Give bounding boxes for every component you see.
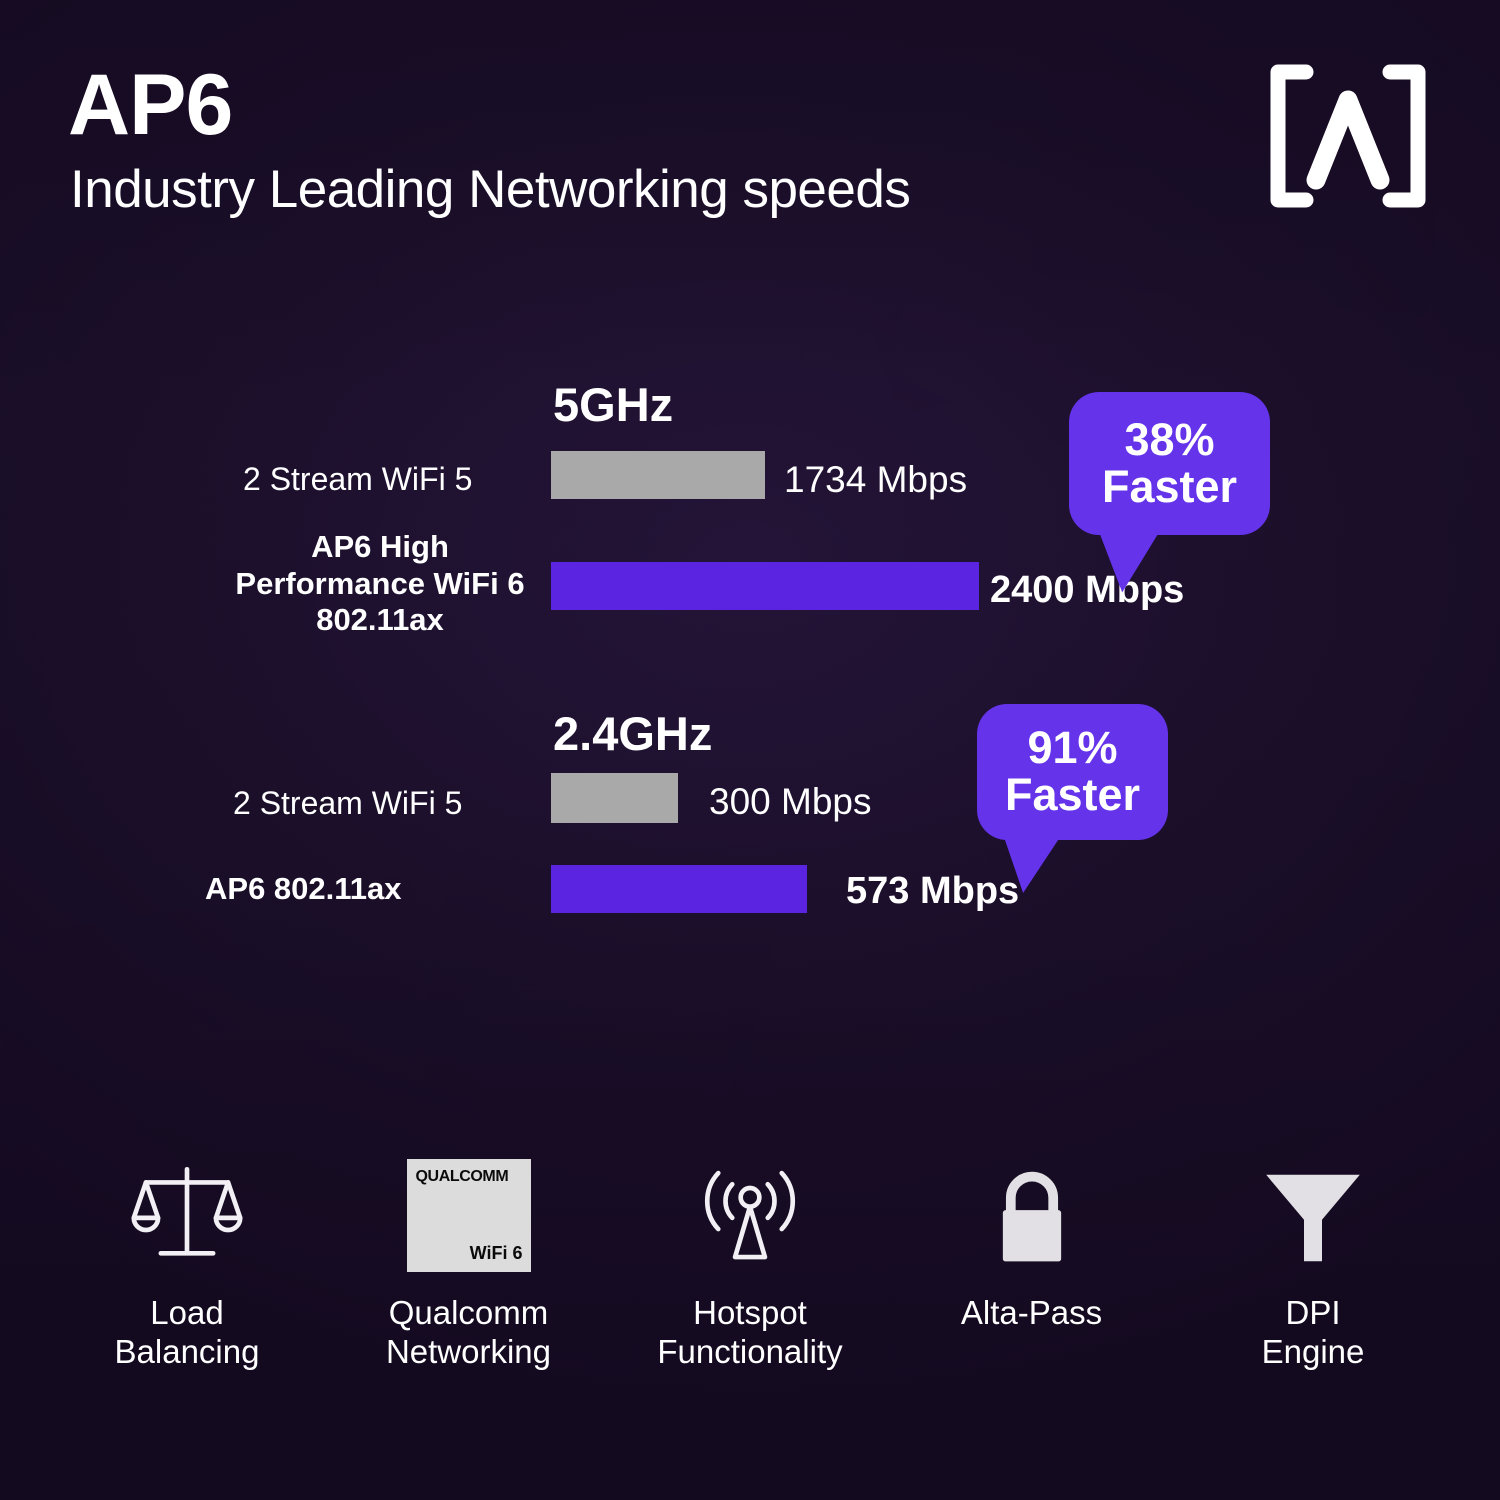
bar-value-5ghz-ap6: 2400 Mbps <box>990 569 1185 611</box>
qualcomm-chip-icon: QUALCOMM WiFi 6 <box>406 1159 531 1272</box>
feature-caption: Load Balancing <box>114 1294 260 1370</box>
callout-word-5ghz: Faster <box>1101 460 1238 512</box>
feature-strip: Load Balancing QUALCOMM WiFi 6 Qualcomm … <box>0 1159 1500 1420</box>
bar-24ghz-ap6 <box>551 865 807 913</box>
feature-alta-pass: Alta-Pass <box>907 1160 1157 1420</box>
callout-bubble-24ghz: 91% Faster <box>977 704 1168 895</box>
callout-bubble-5ghz: 38% Faster <box>1069 392 1270 595</box>
padlock-icon <box>979 1160 1085 1272</box>
alta-bracket-a-logo-icon <box>1258 56 1438 216</box>
feature-hotspot-functionality: Hotspot Functionality <box>625 1160 875 1420</box>
band-heading-5ghz: 5GHz <box>553 378 674 431</box>
callout-percent-24ghz: 91% <box>1027 722 1118 774</box>
funnel-icon <box>1259 1160 1367 1272</box>
feature-dpi-engine: DPI Engine <box>1188 1160 1438 1420</box>
bar-value-24ghz-wifi5: 300 Mbps <box>709 781 872 822</box>
feature-qualcomm-networking: QUALCOMM WiFi 6 Qualcomm Networking <box>344 1159 594 1420</box>
callout-percent-5ghz: 38% <box>1124 413 1215 465</box>
bar-24ghz-wifi5 <box>551 773 678 823</box>
page-title: AP6 <box>68 57 233 153</box>
feature-caption: DPI Engine <box>1261 1294 1365 1370</box>
callout-tail-24ghz <box>1002 829 1070 895</box>
page-subtitle: Industry Leading Networking speeds <box>70 160 911 219</box>
feature-caption: Alta-Pass <box>960 1294 1103 1331</box>
bar-value-5ghz-wifi5: 1734 Mbps <box>784 459 968 500</box>
bar-label-5ghz-ap6: AP6 High Performance WiFi 6 802.11ax <box>235 529 525 638</box>
bar-5ghz-wifi5 <box>551 451 765 499</box>
bar-5ghz-ap6 <box>551 562 979 610</box>
bar-label-24ghz-wifi5: 2 Stream WiFi 5 <box>233 785 463 821</box>
qualcomm-wifi6-label: WiFi 6 <box>469 1243 523 1263</box>
feature-caption: Qualcomm Networking <box>385 1294 552 1370</box>
feature-load-balancing: Load Balancing <box>62 1160 312 1420</box>
bar-value-24ghz-ap6: 573 Mbps <box>846 870 1020 912</box>
balance-scale-icon <box>131 1160 243 1272</box>
band-heading-24ghz: 2.4GHz <box>553 707 713 760</box>
callout-tail-5ghz <box>1100 527 1168 595</box>
bar-label-5ghz-wifi5: 2 Stream WiFi 5 <box>243 461 473 497</box>
callout-word-24ghz: Faster <box>1004 769 1141 820</box>
broadcast-tower-icon <box>694 1160 806 1272</box>
feature-caption: Hotspot Functionality <box>657 1294 843 1370</box>
bar-label-24ghz-ap6: AP6 802.11ax <box>205 871 402 906</box>
qualcomm-wordmark: QUALCOMM <box>415 1168 509 1185</box>
